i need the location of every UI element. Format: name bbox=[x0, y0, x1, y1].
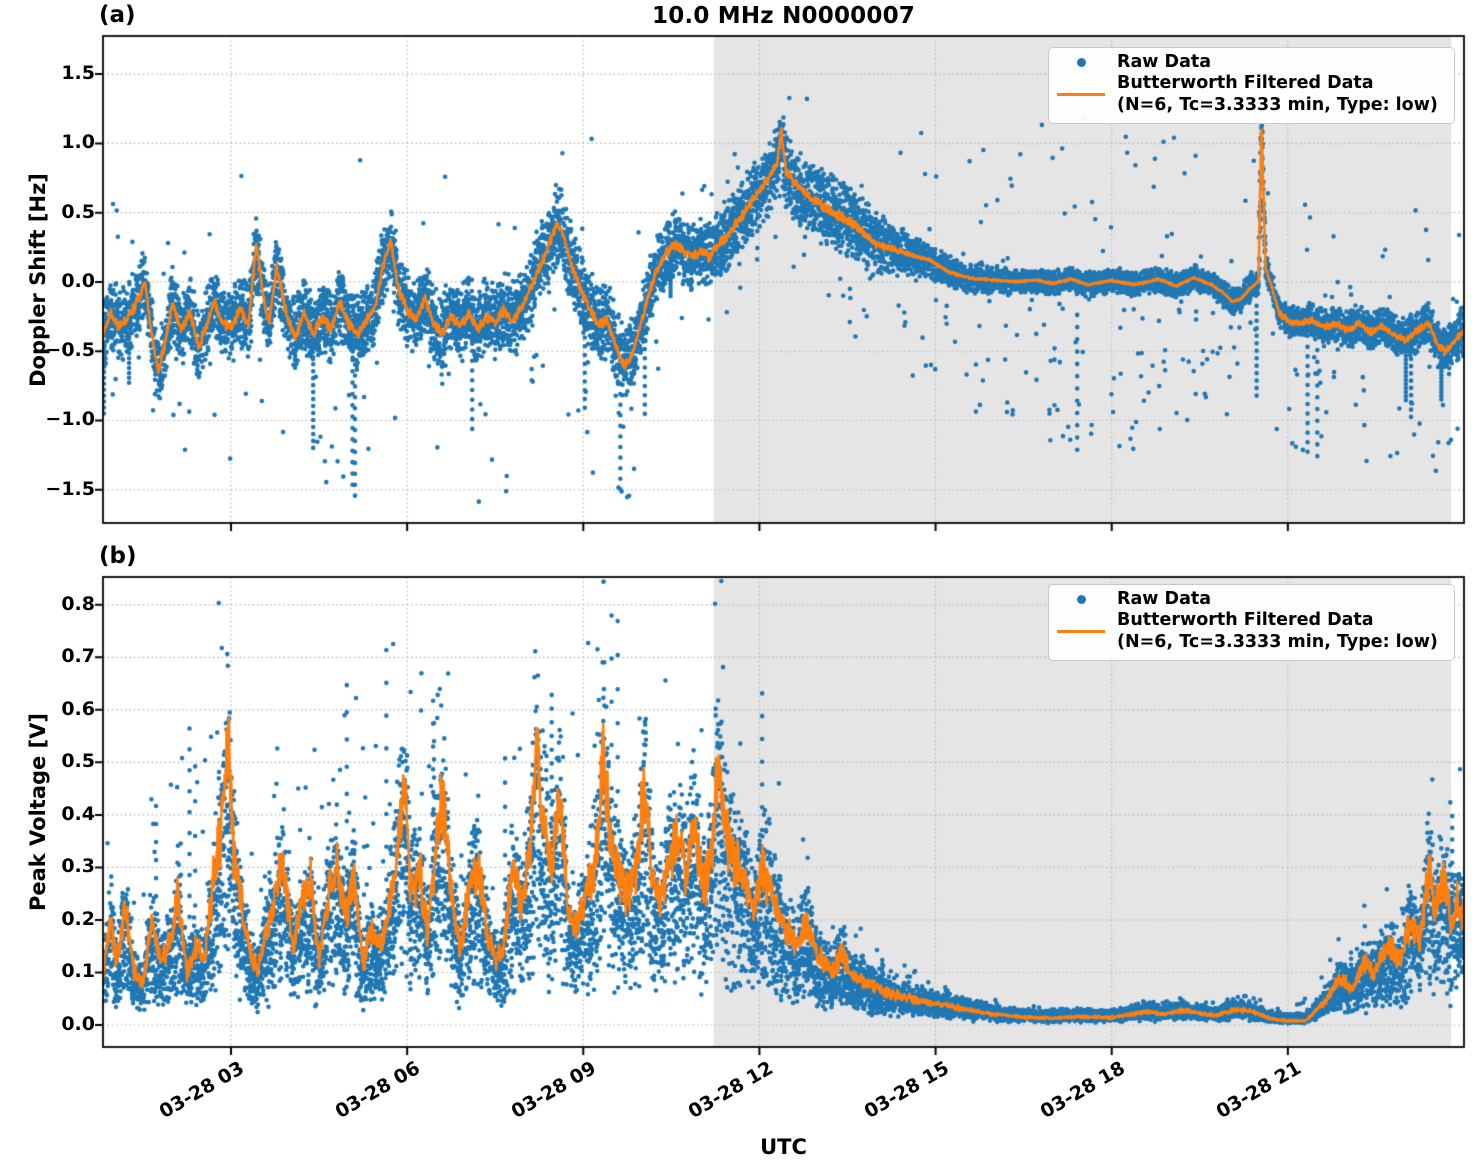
legend-a: Raw Data Butterworth Filtered Data (N=6, … bbox=[1048, 47, 1455, 125]
legend-b-filtered-row: Butterworth Filtered Data (N=6, Tc=3.3333… bbox=[1055, 610, 1446, 653]
y-tick-label-b: 0.4 bbox=[61, 802, 95, 825]
legend-b-filtered-handle bbox=[1055, 629, 1107, 634]
y-tick-label-b: 0.5 bbox=[61, 750, 95, 773]
y-tick-label-b: 0.3 bbox=[61, 855, 95, 878]
legend-a-filtered-label-line2: (N=6, Tc=3.3333 min, Type: low) bbox=[1117, 94, 1438, 115]
legend-b-filtered-label-line1: Butterworth Filtered Data bbox=[1117, 610, 1374, 631]
y-tick-label-a: 0.5 bbox=[61, 200, 95, 223]
filtered-line-marker-icon bbox=[1057, 629, 1105, 634]
legend-b: Raw Data Butterworth Filtered Data (N=6, … bbox=[1048, 584, 1455, 662]
y-tick-label-b: 0.7 bbox=[61, 645, 95, 668]
y-tick-label-b: 0.0 bbox=[61, 1012, 95, 1035]
legend-a-raw-handle bbox=[1055, 58, 1107, 68]
y-tick-label-b: 0.1 bbox=[61, 960, 95, 983]
legend-a-filtered-row: Butterworth Filtered Data (N=6, Tc=3.3333… bbox=[1055, 73, 1446, 116]
chart-title: 10.0 MHz N0000007 bbox=[652, 3, 915, 29]
legend-b-raw-row: Raw Data bbox=[1055, 589, 1446, 610]
legend-b-raw-handle bbox=[1055, 595, 1107, 605]
raw-data-marker-icon bbox=[1076, 58, 1086, 68]
legend-a-raw-row: Raw Data bbox=[1055, 52, 1446, 73]
y-tick-label-b: 0.6 bbox=[61, 697, 95, 720]
y-tick-label-b: 0.8 bbox=[61, 592, 95, 615]
y-tick-label-a: 1.5 bbox=[61, 62, 95, 85]
y-tick-label-a: −0.5 bbox=[45, 339, 95, 362]
legend-b-filtered-label-line2: (N=6, Tc=3.3333 min, Type: low) bbox=[1117, 631, 1438, 652]
legend-b-filtered-label: Butterworth Filtered Data (N=6, Tc=3.3333… bbox=[1117, 610, 1438, 653]
filtered-line-marker-icon bbox=[1057, 92, 1105, 97]
y-axis-label-a: Doppler Shift [Hz] bbox=[16, 36, 60, 523]
y-axis-label-b-text: Peak Voltage [V] bbox=[26, 712, 50, 912]
panel-a-label: (a) bbox=[99, 2, 136, 28]
y-tick-label-a: 1.0 bbox=[61, 131, 95, 154]
legend-a-filtered-label-line1: Butterworth Filtered Data bbox=[1117, 73, 1374, 94]
y-tick-label-a: 0.0 bbox=[61, 269, 95, 292]
y-tick-label-b: 0.2 bbox=[61, 907, 95, 930]
legend-b-raw-label: Raw Data bbox=[1117, 589, 1212, 609]
panel-b-label: (b) bbox=[99, 543, 137, 569]
x-axis-label: UTC bbox=[760, 1135, 807, 1159]
raw-data-marker-icon bbox=[1076, 595, 1086, 605]
legend-a-filtered-label: Butterworth Filtered Data (N=6, Tc=3.3333… bbox=[1117, 73, 1438, 116]
y-axis-label-b: Peak Voltage [V] bbox=[16, 577, 60, 1047]
legend-a-raw-label: Raw Data bbox=[1117, 52, 1212, 72]
y-tick-label-a: −1.0 bbox=[45, 408, 95, 431]
legend-a-filtered-handle bbox=[1055, 92, 1107, 97]
y-tick-label-a: −1.5 bbox=[45, 477, 95, 500]
